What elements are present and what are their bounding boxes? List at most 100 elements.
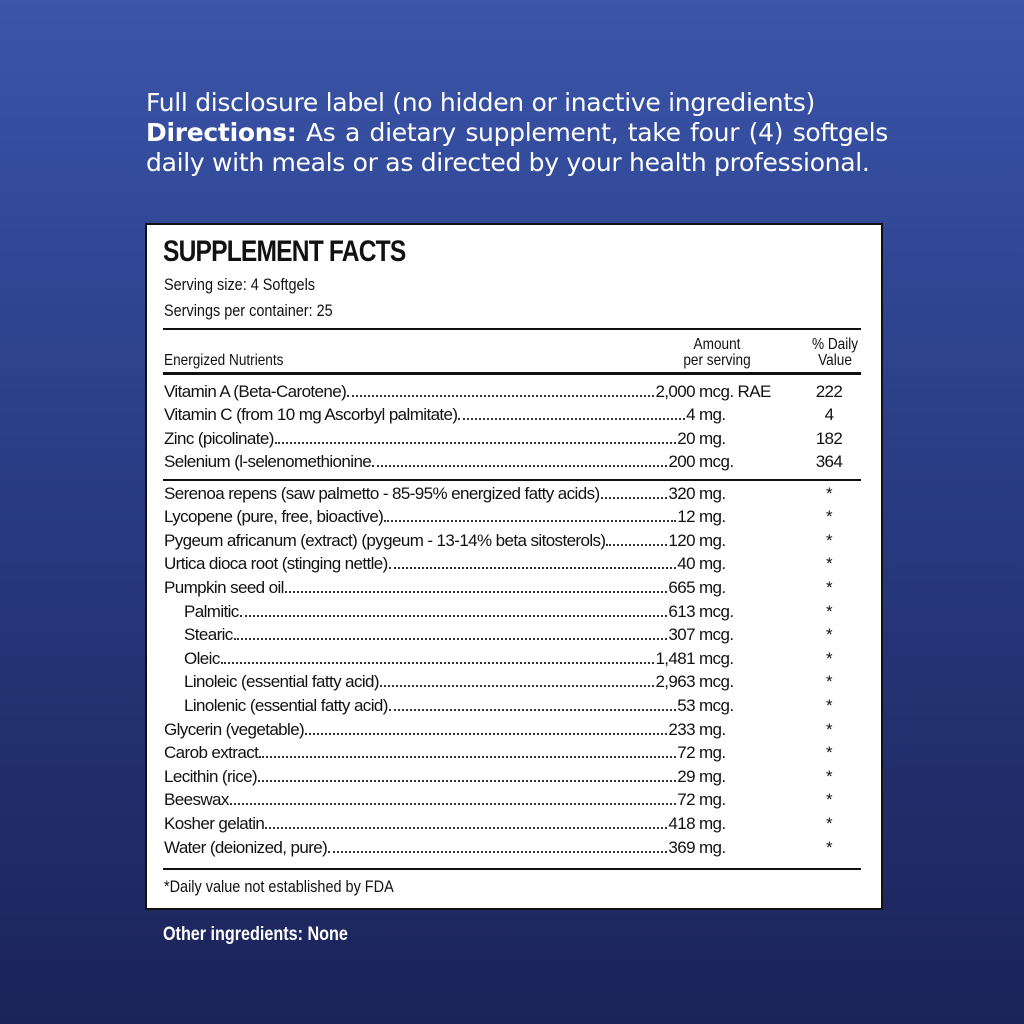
table-row: Linoleic (essential fatty acid) 2,963 mcg.… — [164, 669, 861, 693]
daily-value: * — [825, 648, 833, 668]
dot-leader — [229, 803, 677, 806]
ingredient-rows: Serenoa repens (saw palmetto - 85-95% en… — [164, 480, 861, 858]
divider — [163, 479, 861, 481]
divider — [163, 868, 861, 870]
table-row: Selenium (l-selenomethionine 200 mcg. 364 — [164, 449, 861, 473]
dot-leader — [239, 614, 668, 617]
unit: mcg. — [699, 648, 734, 668]
unit: mg. — [699, 719, 726, 739]
nutrient-name: Vitamin A (Beta-Carotene) — [164, 381, 347, 401]
daily-value: 4 — [824, 405, 834, 425]
daily-value: * — [825, 601, 833, 621]
daily-value: * — [825, 577, 833, 597]
daily-value: * — [825, 766, 833, 786]
amount: 2,963 — [655, 672, 695, 692]
nutrient-name: Carob extract — [164, 743, 259, 763]
serving-size: Serving size: 4 Softgels — [164, 275, 316, 294]
unit: mg. — [699, 813, 726, 833]
dot-leader — [379, 685, 655, 688]
directions-text: As a dietary supplement, take four (4) s… — [146, 118, 888, 177]
amount: 233 — [668, 719, 695, 739]
table-row: Stearic 307 mcg. * — [164, 622, 861, 646]
dot-leader — [384, 520, 677, 523]
col-amount: Amount per serving — [675, 337, 760, 369]
daily-value: * — [825, 483, 833, 503]
unit: mcg. — [699, 601, 734, 621]
nutrient-name: Serenoa repens (saw palmetto - 85-95% en… — [164, 483, 600, 503]
nutrient-name: Selenium (l-selenomethionine — [164, 452, 372, 472]
daily-value: * — [825, 507, 833, 527]
unit: mcg. RAE — [699, 381, 771, 401]
amount: 200 — [668, 452, 695, 472]
unit: mg. — [699, 554, 726, 574]
nutrient-name: Lycopene (pure, free, bioactive) — [164, 507, 384, 527]
table-row: Serenoa repens (saw palmetto - 85-95% en… — [164, 480, 861, 504]
intro-text: Full disclosure label (no hidden or inac… — [146, 88, 888, 178]
nutrient-name: Linolenic (essential fatty acid) — [184, 695, 388, 715]
vitamin-rows: Vitamin A (Beta-Carotene) 2,000 mcg. RAE 22… — [164, 378, 861, 472]
unit: mcg. — [699, 625, 734, 645]
other-ingredients: Other ingredients: None — [163, 924, 348, 945]
amount: 4 — [686, 405, 695, 425]
unit: mg. — [699, 577, 726, 597]
unit: mcg. — [699, 695, 734, 715]
dot-leader — [265, 826, 668, 829]
dot-leader — [372, 465, 668, 468]
nutrient-name: Kosher gelatin — [164, 813, 265, 833]
daily-value: * — [825, 554, 833, 574]
divider — [163, 328, 861, 330]
amount: 418 — [668, 813, 695, 833]
daily-value: 364 — [815, 452, 843, 472]
col-amount-1: Amount — [693, 336, 741, 353]
divider — [163, 372, 861, 375]
unit: mg. — [699, 507, 726, 527]
dot-leader — [606, 543, 668, 546]
nutrient-name: Beeswax — [164, 790, 229, 810]
unit: mg. — [699, 766, 726, 786]
daily-value: * — [825, 743, 833, 763]
daily-value: 182 — [815, 428, 843, 448]
panel-title: SUPPLEMENT FACTS — [163, 235, 406, 268]
dot-leader — [328, 850, 668, 853]
dot-leader — [233, 638, 668, 641]
dot-leader — [259, 756, 677, 759]
table-row: Vitamin A (Beta-Carotene) 2,000 mcg. RAE 22… — [164, 378, 861, 402]
daily-value: 222 — [815, 381, 843, 401]
nutrient-name: Glycerin (vegetable) — [164, 719, 305, 739]
amount: 72 — [677, 790, 695, 810]
unit: mcg. — [699, 672, 734, 692]
table-row: Beeswax 72 mg. * — [164, 787, 861, 811]
amount: 120 — [668, 530, 695, 550]
table-row: Pygeum africanum (extract) (pygeum - 13-… — [164, 527, 861, 551]
disclosure-line: Full disclosure label (no hidden or inac… — [146, 88, 815, 117]
amount: 369 — [668, 837, 695, 857]
dot-leader — [347, 394, 655, 397]
nutrient-name: Palmitic — [184, 601, 239, 621]
col-dv-2: Value — [818, 352, 852, 369]
nutrient-name: Lecithin (rice) — [164, 766, 258, 786]
nutrient-name: Stearic — [184, 625, 233, 645]
supplement-facts-panel: SUPPLEMENT FACTS Serving size: 4 Softgel… — [145, 223, 883, 910]
dot-leader — [388, 567, 677, 570]
col-daily-value: % Daily Value — [801, 337, 869, 369]
dot-leader — [220, 661, 655, 664]
nutrient-name: Pumpkin seed oil — [164, 577, 284, 597]
amount: 665 — [668, 577, 695, 597]
nutrient-name: Zinc (picolinate) — [164, 428, 274, 448]
table-row: Carob extract 72 mg. * — [164, 740, 861, 764]
table-row: Urtica dioca root (stinging nettle) 40 mg.… — [164, 551, 861, 575]
amount: 12 — [677, 507, 695, 527]
table-row: Zinc (picolinate) 20 mg. 182 — [164, 425, 861, 449]
daily-value: * — [825, 672, 833, 692]
amount: 29 — [677, 766, 695, 786]
directions-label: Directions: — [146, 118, 297, 147]
dot-leader — [388, 708, 677, 711]
table-row: Kosher gelatin 418 mg. * — [164, 810, 861, 834]
daily-value: * — [825, 790, 833, 810]
table-row: Vitamin C (from 10 mg Ascorbyl palmitate… — [164, 402, 861, 426]
col-dv-1: % Daily — [811, 336, 859, 353]
unit: mg. — [699, 743, 726, 763]
nutrient-name: Urtica dioca root (stinging nettle) — [164, 554, 388, 574]
dot-leader — [258, 779, 677, 782]
table-row: Linolenic (essential fatty acid) 53 mcg. * — [164, 692, 861, 716]
